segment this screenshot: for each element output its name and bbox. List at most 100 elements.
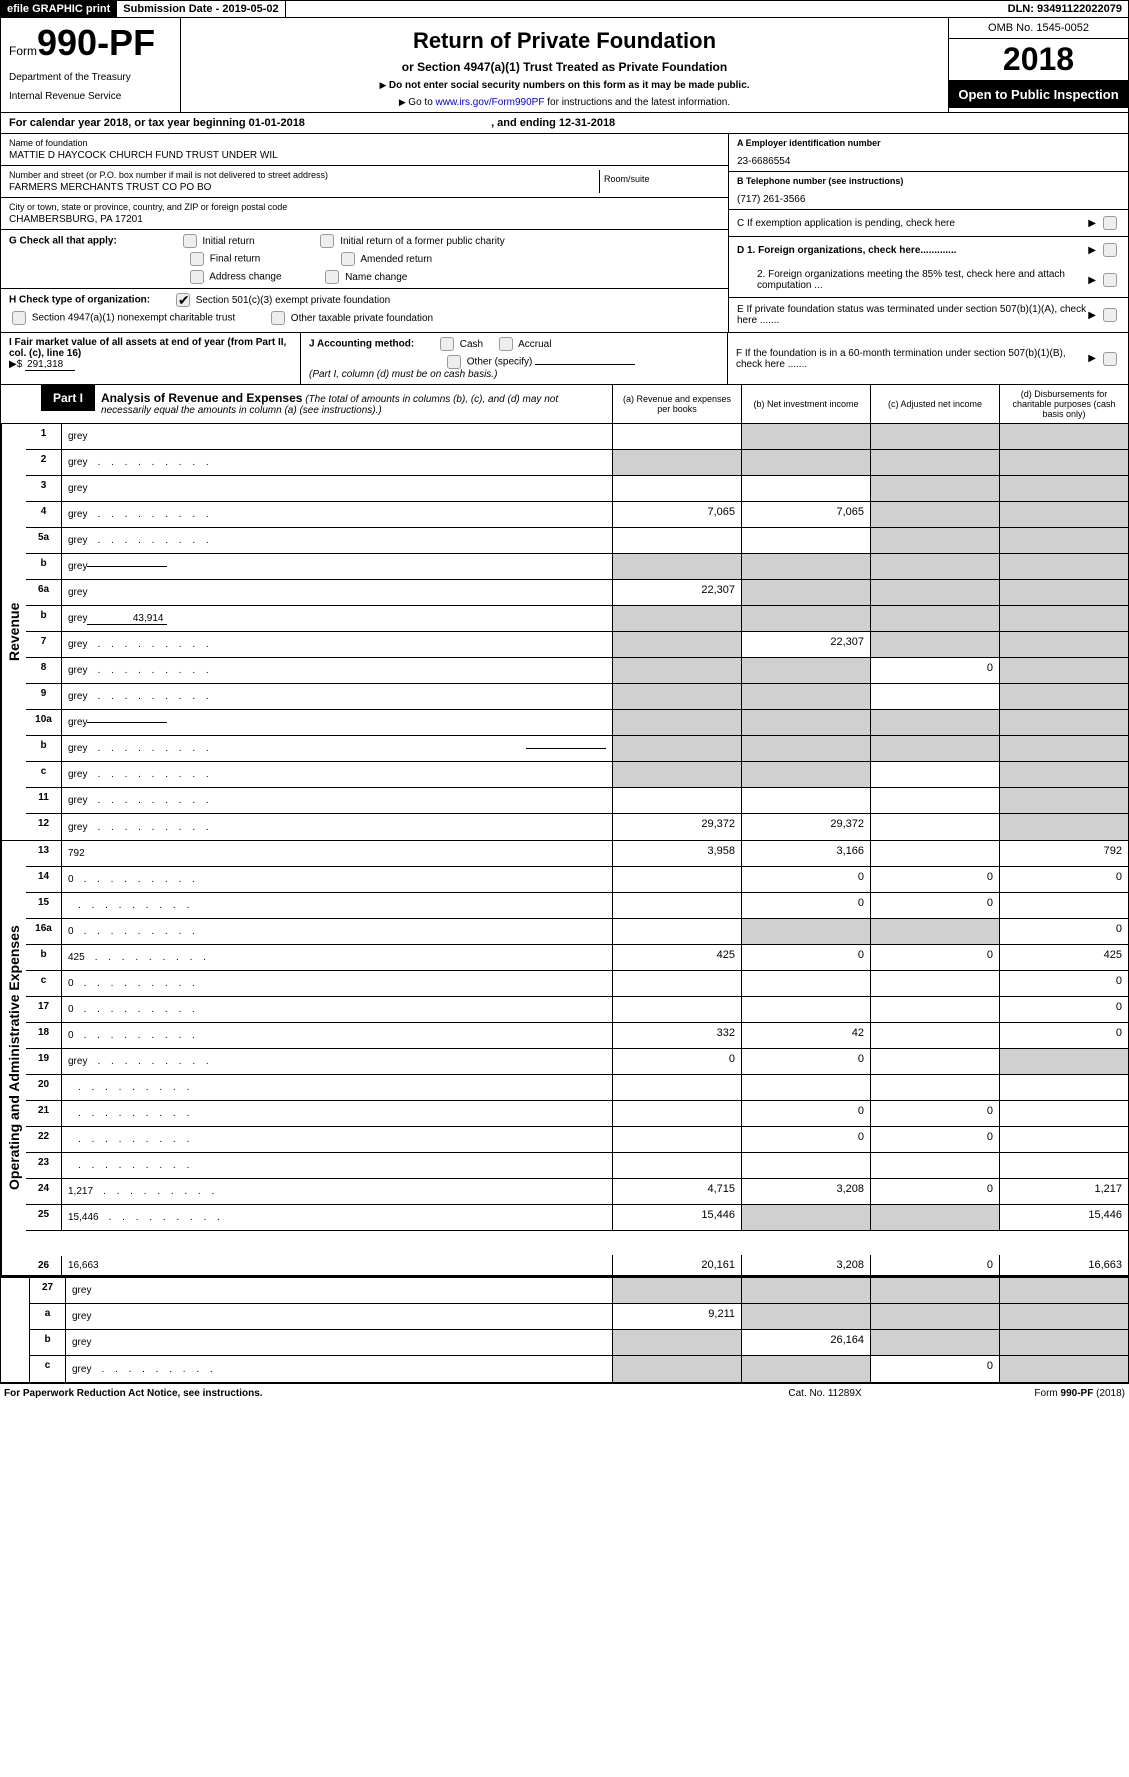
amount-cell-grey	[999, 788, 1128, 813]
header-center: Return of Private Foundation or Section …	[181, 18, 948, 112]
table-row: 4grey. . . . . . . . .7,0657,065	[26, 502, 1128, 528]
row-description: . . . . . . . . .	[62, 1127, 612, 1152]
amount-cell-grey	[870, 919, 999, 944]
amount-cell: 0	[999, 867, 1128, 892]
table-row: 27grey	[30, 1278, 1128, 1304]
amount-cell: 0	[870, 1356, 999, 1382]
amount-cell-grey	[870, 450, 999, 475]
col-d-header: (d) Disbursements for charitable purpose…	[999, 385, 1128, 423]
amount-cell	[612, 997, 741, 1022]
amount-cell	[612, 424, 741, 449]
amount-cell: 0	[612, 1049, 741, 1074]
row-description: . . . . . . . . .	[62, 1075, 612, 1100]
top-bar: efile GRAPHIC print Submission Date - 20…	[0, 0, 1129, 18]
expenses-side-label: Operating and Administrative Expenses	[1, 841, 26, 1275]
amount-cell-grey	[999, 1304, 1128, 1329]
row-number: c	[26, 762, 62, 787]
row-description: 15,446. . . . . . . . .	[62, 1205, 612, 1230]
amount-cell: 0	[870, 945, 999, 970]
checkbox[interactable]	[183, 234, 197, 248]
row-description: 425. . . . . . . . .	[62, 945, 612, 970]
checkbox[interactable]	[1103, 273, 1117, 287]
row-description: grey. . . . . . . . .	[62, 1049, 612, 1074]
amount-cell-grey	[741, 1304, 870, 1329]
row-number: 20	[26, 1075, 62, 1100]
amount-cell: 332	[612, 1023, 741, 1048]
amount-cell: 16,663	[999, 1255, 1128, 1275]
amount-cell	[999, 1101, 1128, 1126]
row-number: 21	[26, 1101, 62, 1126]
amount-cell-grey	[741, 919, 870, 944]
checkbox[interactable]	[499, 337, 513, 351]
checkbox[interactable]	[190, 270, 204, 284]
amount-cell: 29,372	[612, 814, 741, 840]
amount-cell-grey	[870, 1278, 999, 1303]
table-row: cgrey. . . . . . . . .	[26, 762, 1128, 788]
info-left: Name of foundation MATTIE D HAYCOCK CHUR…	[1, 134, 728, 332]
checkbox[interactable]	[271, 311, 285, 325]
amount-cell: 0	[741, 1049, 870, 1074]
row-number: 13	[26, 841, 62, 866]
row-number: 6a	[26, 580, 62, 605]
table-row: 6agrey22,307	[26, 580, 1128, 606]
table-row: 22. . . . . . . . .00	[26, 1127, 1128, 1153]
tax-year: 2018	[949, 39, 1128, 81]
amount-cell: 0	[741, 1101, 870, 1126]
amount-cell-grey	[999, 1330, 1128, 1355]
checkbox[interactable]	[320, 234, 334, 248]
amount-cell: 3,166	[741, 841, 870, 866]
revenue-side-label: Revenue	[1, 424, 26, 840]
efile-label: efile GRAPHIC print	[1, 1, 117, 17]
amount-cell: 0	[870, 867, 999, 892]
amount-cell-grey	[741, 450, 870, 475]
identification-grid: Name of foundation MATTIE D HAYCOCK CHUR…	[0, 134, 1129, 333]
amount-cell-grey	[741, 1205, 870, 1230]
amount-cell: 425	[612, 945, 741, 970]
amount-cell: 3,958	[612, 841, 741, 866]
checkbox[interactable]	[1103, 216, 1117, 230]
checkbox[interactable]	[447, 355, 461, 369]
amount-cell	[870, 1153, 999, 1178]
checkbox[interactable]	[1103, 243, 1117, 257]
amount-cell	[870, 788, 999, 813]
amount-cell	[741, 788, 870, 813]
row-description: grey	[66, 1278, 612, 1303]
amount-cell-grey	[870, 1330, 999, 1355]
form-header: Form990-PF Department of the Treasury In…	[0, 18, 1129, 113]
amount-cell: 1,217	[999, 1179, 1128, 1204]
table-row: 10agrey	[26, 710, 1128, 736]
checkbox[interactable]	[12, 311, 26, 325]
row-description: grey	[66, 1330, 612, 1355]
checkbox-checked[interactable]	[176, 293, 190, 307]
amount-cell-grey	[999, 580, 1128, 605]
amount-cell-grey	[870, 424, 999, 449]
header-left: Form990-PF Department of the Treasury In…	[1, 18, 181, 112]
table-row: 8grey. . . . . . . . .0	[26, 658, 1128, 684]
checkbox[interactable]	[1103, 308, 1117, 322]
row-number: 12	[26, 814, 62, 840]
amount-cell	[870, 762, 999, 787]
checkbox[interactable]	[190, 252, 204, 266]
row-number: 24	[26, 1179, 62, 1204]
table-row: 20. . . . . . . . .	[26, 1075, 1128, 1101]
table-row: 9grey. . . . . . . . .	[26, 684, 1128, 710]
row-description: grey. . . . . . . . .	[66, 1356, 612, 1382]
check-h: H Check type of organization: Section 50…	[1, 289, 728, 329]
part-label: Part I	[41, 385, 95, 411]
table-row: 2616,66320,1613,208016,663	[26, 1231, 1128, 1275]
checkbox[interactable]	[341, 252, 355, 266]
row-number: 7	[26, 632, 62, 657]
amount-cell-grey	[999, 606, 1128, 631]
form-subtitle: or Section 4947(a)(1) Trust Treated as P…	[185, 60, 944, 74]
row-description: grey	[62, 424, 612, 449]
checkbox[interactable]	[325, 270, 339, 284]
checkbox[interactable]	[1103, 352, 1117, 366]
irs-link[interactable]: www.irs.gov/Form990PF	[436, 97, 545, 108]
table-row: agrey9,211	[30, 1304, 1128, 1330]
row-number: c	[26, 971, 62, 996]
table-row: bgrey26,164	[30, 1330, 1128, 1356]
amount-cell-grey	[612, 1330, 741, 1355]
checkbox[interactable]	[440, 337, 454, 351]
row-number: 4	[26, 502, 62, 527]
amount-cell-grey	[612, 1278, 741, 1303]
